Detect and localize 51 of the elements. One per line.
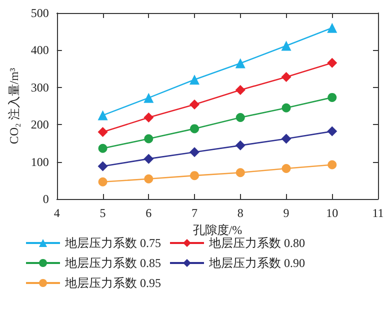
- x-tick-label: 6: [146, 206, 152, 220]
- point: [190, 100, 200, 110]
- point: [327, 22, 338, 33]
- x-tick-label: 8: [237, 206, 244, 220]
- point: [98, 161, 108, 172]
- x-tick-label: 5: [100, 206, 106, 220]
- point: [190, 124, 200, 134]
- point: [236, 113, 245, 122]
- point: [144, 174, 154, 184]
- x-axis-title: 孔隙度/%: [192, 222, 242, 237]
- point: [98, 144, 108, 153]
- legend-label: 地层压力系数 0.85: [64, 256, 161, 270]
- point: [144, 134, 154, 144]
- x-tick-label: 10: [326, 206, 338, 220]
- point: [144, 112, 154, 123]
- legend-label: 地层压力系数 0.80: [208, 236, 305, 250]
- point: [98, 177, 108, 186]
- y-tick-label: 100: [30, 154, 49, 169]
- point: [236, 168, 245, 178]
- y-tick-label: 300: [30, 80, 49, 94]
- point: [282, 103, 291, 112]
- point: [144, 154, 154, 164]
- point: [281, 134, 292, 144]
- legend-label: 地层压力系数 0.95: [64, 276, 161, 290]
- point: [98, 110, 108, 120]
- x-tick-label: 9: [283, 206, 290, 220]
- y-tick-label: 0: [42, 192, 49, 206]
- y-tick-label: 200: [30, 118, 49, 132]
- point: [235, 58, 246, 68]
- y-tick-label: 400: [30, 43, 49, 58]
- y-axis-title: CO₂ 注入量/m³: [7, 68, 21, 144]
- point: [190, 171, 200, 180]
- point: [190, 74, 200, 85]
- point: [281, 40, 292, 51]
- point: [328, 160, 337, 170]
- point: [282, 164, 291, 173]
- x-tick-label: 4: [54, 206, 60, 220]
- point: [281, 72, 292, 82]
- point: [235, 85, 246, 96]
- point: [327, 58, 338, 68]
- x-tick-label: 11: [372, 206, 384, 220]
- legend-label: 地层压力系数 0.75: [64, 236, 161, 250]
- x-tick-label: 7: [192, 206, 198, 220]
- point: [327, 126, 338, 136]
- point: [328, 92, 337, 102]
- point: [98, 127, 108, 138]
- y-tick-label: 500: [30, 6, 49, 20]
- legend-label: 地层压力系数 0.90: [208, 256, 305, 270]
- point: [144, 92, 154, 103]
- point: [190, 147, 200, 158]
- point: [235, 140, 246, 150]
